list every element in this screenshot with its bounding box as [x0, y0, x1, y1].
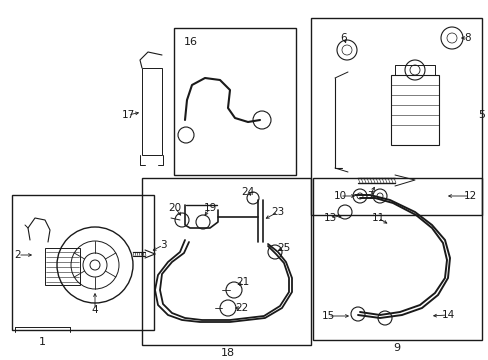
- Text: 19: 19: [203, 203, 216, 213]
- Bar: [312, 178, 481, 340]
- Text: 20: 20: [168, 203, 181, 213]
- Text: 9: 9: [393, 343, 400, 353]
- Text: 1: 1: [39, 337, 45, 347]
- Text: 4: 4: [92, 305, 98, 315]
- Text: 10: 10: [333, 191, 346, 201]
- Text: 7: 7: [366, 191, 372, 201]
- Bar: [174, 28, 295, 175]
- Text: 22: 22: [235, 303, 248, 313]
- Text: 24: 24: [241, 187, 254, 197]
- Bar: [12, 195, 154, 330]
- Text: 14: 14: [441, 310, 454, 320]
- Text: 15: 15: [321, 311, 334, 321]
- Text: 3: 3: [160, 240, 166, 250]
- Text: 23: 23: [271, 207, 284, 217]
- Text: 11: 11: [370, 213, 384, 223]
- Text: 5: 5: [477, 110, 484, 120]
- Text: 2: 2: [15, 250, 21, 260]
- Bar: [45, 248, 80, 285]
- Bar: [142, 68, 162, 155]
- Text: 8: 8: [464, 33, 470, 43]
- Bar: [310, 18, 481, 215]
- Text: 6: 6: [340, 33, 346, 43]
- Text: 18: 18: [221, 348, 235, 358]
- Text: 21: 21: [236, 277, 249, 287]
- Bar: [390, 75, 438, 145]
- Text: 25: 25: [277, 243, 290, 253]
- Text: 13: 13: [323, 213, 336, 223]
- Text: 12: 12: [463, 191, 476, 201]
- Bar: [142, 178, 310, 345]
- Text: 17: 17: [121, 110, 134, 120]
- Text: 16: 16: [183, 37, 198, 47]
